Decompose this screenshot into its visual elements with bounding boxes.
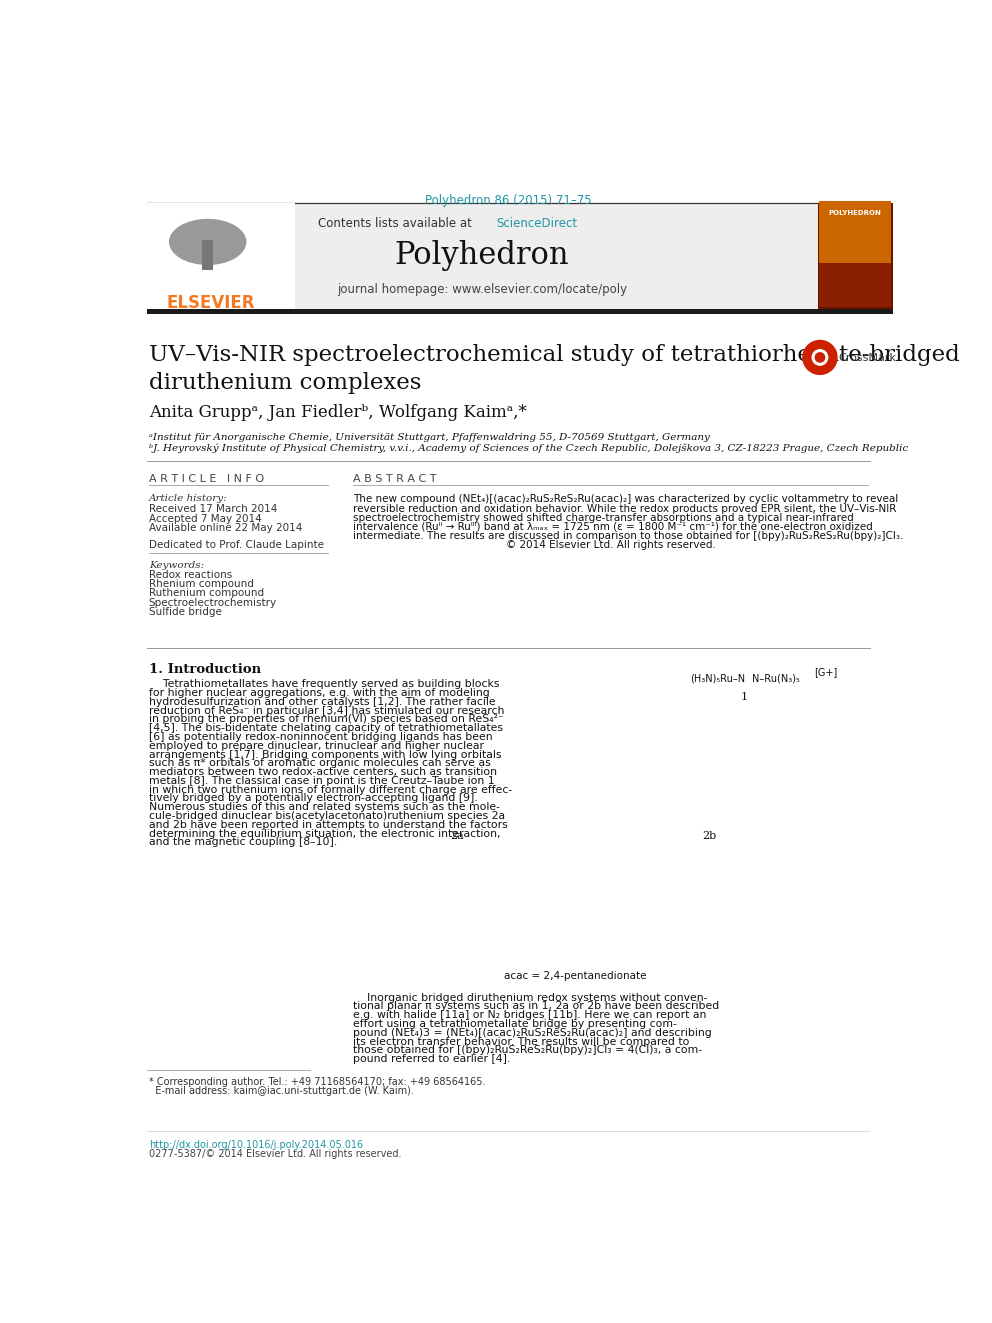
Text: arrangements [1,7]. Bridging components with low lying orbitals: arrangements [1,7]. Bridging components … — [149, 750, 501, 759]
Text: metals [8]. The classical case in point is the Creutz–Taube ion 1: metals [8]. The classical case in point … — [149, 775, 494, 786]
Text: N–Ru(N₃)₅: N–Ru(N₃)₅ — [752, 673, 800, 683]
Text: Tetrathiometallates have frequently served as building blocks: Tetrathiometallates have frequently serv… — [149, 679, 499, 689]
Text: Polyhedron 86 (2015) 71–75: Polyhedron 86 (2015) 71–75 — [426, 194, 591, 208]
Bar — [147, 204, 817, 311]
Bar — [147, 308, 893, 315]
Text: ᵃInstitut für Anorganische Chemie, Universität Stuttgart, Pfaffenwaldring 55, D-: ᵃInstitut für Anorganische Chemie, Unive… — [149, 433, 709, 442]
Text: UV–Vis-NIR spectroelectrochemical study of tetrathiorhenate-bridged
diruthenium : UV–Vis-NIR spectroelectrochemical study … — [149, 344, 959, 393]
Text: 2a: 2a — [450, 831, 464, 841]
Text: mediators between two redox-active centers, such as transition: mediators between two redox-active cente… — [149, 767, 497, 777]
Ellipse shape — [169, 218, 246, 265]
Text: spectroelectrochemistry showed shifted charge-transfer absorptions and a typical: spectroelectrochemistry showed shifted c… — [352, 512, 853, 523]
Text: e.g. with halide [11a] or N₂ bridges [11b]. Here we can report an: e.g. with halide [11a] or N₂ bridges [11… — [352, 1011, 706, 1020]
Text: Received 17 March 2014: Received 17 March 2014 — [149, 504, 277, 515]
Bar — [147, 204, 295, 311]
Text: A R T I C L E   I N F O: A R T I C L E I N F O — [149, 475, 264, 484]
Text: pound (NEt₄)3 = (NEt₄)[(acac)₂RuS₂ReS₂Ru(acac)₂] and describing: pound (NEt₄)3 = (NEt₄)[(acac)₂RuS₂ReS₂Ru… — [352, 1028, 711, 1037]
Text: Rhenium compound: Rhenium compound — [149, 579, 254, 589]
Text: for higher nuclear aggregations, e.g. with the aim of modeling: for higher nuclear aggregations, e.g. wi… — [149, 688, 489, 699]
Text: http://dx.doi.org/10.1016/j.poly.2014.05.016: http://dx.doi.org/10.1016/j.poly.2014.05… — [149, 1139, 363, 1150]
Text: [4,5]. The bis-bidentate chelating capacity of tetrathiometallates: [4,5]. The bis-bidentate chelating capac… — [149, 724, 503, 733]
Text: 0277-5387/© 2014 Elsevier Ltd. All rights reserved.: 0277-5387/© 2014 Elsevier Ltd. All right… — [149, 1148, 402, 1159]
Text: in probing the properties of rhenium(VI) species based on ReS₄²⁻: in probing the properties of rhenium(VI)… — [149, 714, 504, 725]
Text: POLYHEDRON: POLYHEDRON — [828, 209, 881, 216]
Text: * Corresponding author. Tel.: +49 71168564170; fax: +49 68564165.: * Corresponding author. Tel.: +49 711685… — [149, 1077, 485, 1088]
Text: Inorganic bridged diruthenium redox systems without conven-: Inorganic bridged diruthenium redox syst… — [352, 992, 707, 1003]
Text: Keywords:: Keywords: — [149, 561, 204, 570]
Text: (H₃N)₅Ru–N: (H₃N)₅Ru–N — [689, 673, 745, 683]
Text: 1: 1 — [740, 692, 748, 703]
Text: Article history:: Article history: — [149, 495, 227, 504]
Text: pound referred to earlier [4].: pound referred to earlier [4]. — [352, 1054, 510, 1064]
Text: hydrodesulfurization and other catalysts [1,2]. The rather facile: hydrodesulfurization and other catalysts… — [149, 697, 495, 706]
Text: acac = 2,4-pentanedionate: acac = 2,4-pentanedionate — [504, 971, 646, 982]
Bar — [817, 204, 893, 311]
Text: Numerous studies of this and related systems such as the mole-: Numerous studies of this and related sys… — [149, 802, 500, 812]
Circle shape — [803, 340, 837, 374]
Text: and 2b have been reported in attempts to understand the factors: and 2b have been reported in attempts to… — [149, 820, 508, 830]
Text: reduction of ReS₄⁻ in particular [3,4] has stimulated our research: reduction of ReS₄⁻ in particular [3,4] h… — [149, 705, 504, 716]
Text: Ruthenium compound: Ruthenium compound — [149, 589, 264, 598]
Text: its electron transfer behavior. The results will be compared to: its electron transfer behavior. The resu… — [352, 1036, 689, 1046]
Text: ᵇJ. Heyrovský Institute of Physical Chemistry, v.v.i., Academy of Sciences of th: ᵇJ. Heyrovský Institute of Physical Chem… — [149, 443, 908, 454]
Text: The new compound (NEt₄)[(acac)₂RuS₂ReS₂Ru(acac)₂] was characterized by cyclic vo: The new compound (NEt₄)[(acac)₂RuS₂ReS₂R… — [352, 495, 898, 504]
Bar — [201, 239, 213, 270]
Text: intermediate. The results are discussed in comparison to those obtained for [(bp: intermediate. The results are discussed … — [352, 531, 903, 541]
Text: in which two ruthenium ions of formally different charge are effec-: in which two ruthenium ions of formally … — [149, 785, 512, 795]
Text: journal homepage: www.elsevier.com/locate/poly: journal homepage: www.elsevier.com/locat… — [337, 283, 627, 296]
Text: [6] as potentially redox-noninnocent bridging ligands has been: [6] as potentially redox-noninnocent bri… — [149, 732, 492, 742]
Text: those obtained for [(bpy)₂RuS₂ReS₂Ru(bpy)₂]Cl₃ = 4(Cl)₃, a com-: those obtained for [(bpy)₂RuS₂ReS₂Ru(bpy… — [352, 1045, 701, 1056]
Text: Spectroelectrochemistry: Spectroelectrochemistry — [149, 598, 277, 607]
Circle shape — [812, 349, 827, 365]
Text: tively bridged by a potentially electron-accepting ligand [9].: tively bridged by a potentially electron… — [149, 794, 477, 803]
Text: cule-bridged dinuclear bis(acetylacetonato)ruthenium species 2a: cule-bridged dinuclear bis(acetylacetona… — [149, 811, 505, 822]
Text: 2b: 2b — [702, 831, 716, 841]
Text: and the magnetic coupling [8–10].: and the magnetic coupling [8–10]. — [149, 837, 337, 847]
Text: ELSEVIER: ELSEVIER — [167, 294, 255, 311]
Text: reversible reduction and oxidation behavior. While the redox products proved EPR: reversible reduction and oxidation behav… — [352, 504, 896, 513]
Text: CrossMark: CrossMark — [838, 353, 897, 363]
Text: Dedicated to Prof. Claude Lapinte: Dedicated to Prof. Claude Lapinte — [149, 540, 323, 550]
Text: Accepted 7 May 2014: Accepted 7 May 2014 — [149, 513, 262, 524]
Text: intervalence (Ruᴵᴵ → Ruᴵᴵᴵ) band at λₘₐₓ = 1725 nm (ε = 1800 M⁻¹ cm⁻¹) for the o: intervalence (Ruᴵᴵ → Ruᴵᴵᴵ) band at λₘₐₓ… — [352, 521, 872, 532]
Text: Contents lists available at: Contents lists available at — [317, 217, 475, 229]
Text: Polyhedron: Polyhedron — [395, 239, 569, 271]
Text: effort using a tetrathiometallate bridge by presenting com-: effort using a tetrathiometallate bridge… — [352, 1019, 677, 1029]
Text: A B S T R A C T: A B S T R A C T — [352, 475, 436, 484]
Text: [G+]: [G+] — [813, 667, 837, 677]
Text: Redox reactions: Redox reactions — [149, 570, 232, 579]
Text: 1. Introduction: 1. Introduction — [149, 663, 261, 676]
Bar — [819, 261, 891, 307]
Text: determining the equilibrium situation, the electronic interaction,: determining the equilibrium situation, t… — [149, 828, 500, 839]
Text: ScienceDirect: ScienceDirect — [496, 217, 577, 229]
Text: tional planar π systems such as in 1, 2a or 2b have been described: tional planar π systems such as in 1, 2a… — [352, 1002, 719, 1012]
Text: Sulfide bridge: Sulfide bridge — [149, 607, 221, 617]
Text: Available online 22 May 2014: Available online 22 May 2014 — [149, 523, 303, 533]
Text: E-mail address: kaim@iac.uni-stuttgart.de (W. Kaim).: E-mail address: kaim@iac.uni-stuttgart.d… — [149, 1086, 414, 1095]
Text: © 2014 Elsevier Ltd. All rights reserved.: © 2014 Elsevier Ltd. All rights reserved… — [506, 540, 715, 550]
Circle shape — [815, 353, 824, 363]
Bar — [819, 201, 891, 263]
Text: such as π* orbitals of aromatic organic molecules can serve as: such as π* orbitals of aromatic organic … — [149, 758, 491, 769]
Text: employed to prepare dinuclear, trinuclear and higher nuclear: employed to prepare dinuclear, trinuclea… — [149, 741, 484, 750]
Text: Anita Gruppᵃ, Jan Fiedlerᵇ, Wolfgang Kaimᵃ,*: Anita Gruppᵃ, Jan Fiedlerᵇ, Wolfgang Kai… — [149, 404, 527, 421]
